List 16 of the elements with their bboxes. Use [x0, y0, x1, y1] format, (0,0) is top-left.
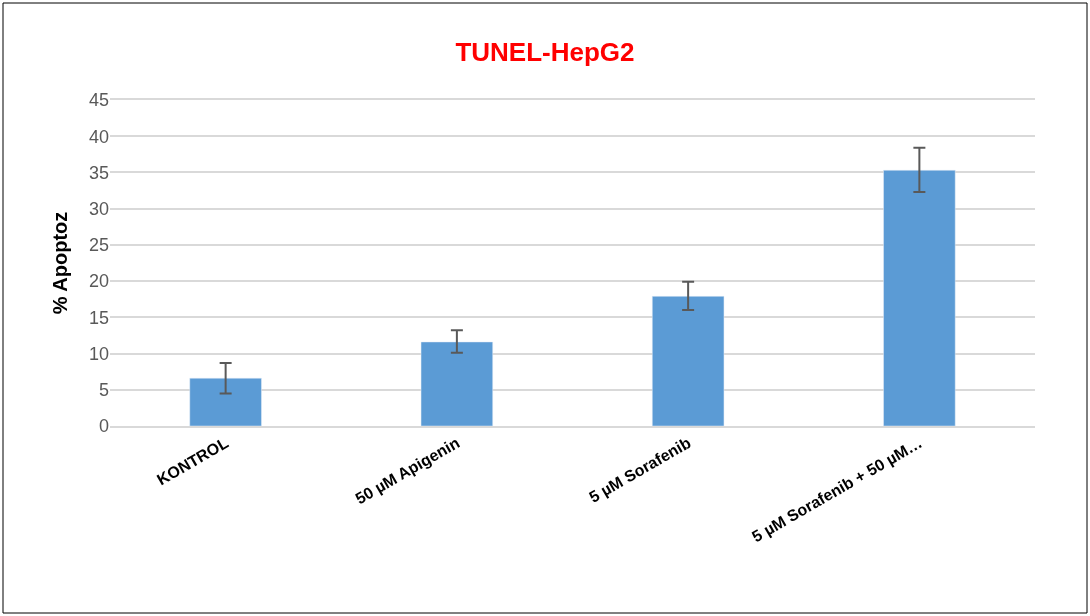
bar — [420, 341, 493, 426]
y-tick-label: 45 — [88, 90, 109, 111]
y-tick-label: 20 — [88, 271, 109, 292]
y-axis-title: % Apoptoz — [49, 211, 72, 315]
bar — [883, 170, 956, 426]
y-tick-label: 0 — [98, 416, 109, 437]
bar — [652, 296, 725, 426]
y-tick-label: 10 — [88, 343, 109, 364]
y-tick-label: 40 — [88, 126, 109, 147]
bar — [189, 377, 262, 426]
y-tick-label: 30 — [88, 198, 109, 219]
y-tick-label: 15 — [88, 307, 109, 328]
y-tick-label: 25 — [88, 235, 109, 256]
y-tick-label: 5 — [98, 380, 109, 401]
y-tick-label: 35 — [88, 162, 109, 183]
chart-title: TUNEL-HepG2 — [455, 37, 635, 68]
